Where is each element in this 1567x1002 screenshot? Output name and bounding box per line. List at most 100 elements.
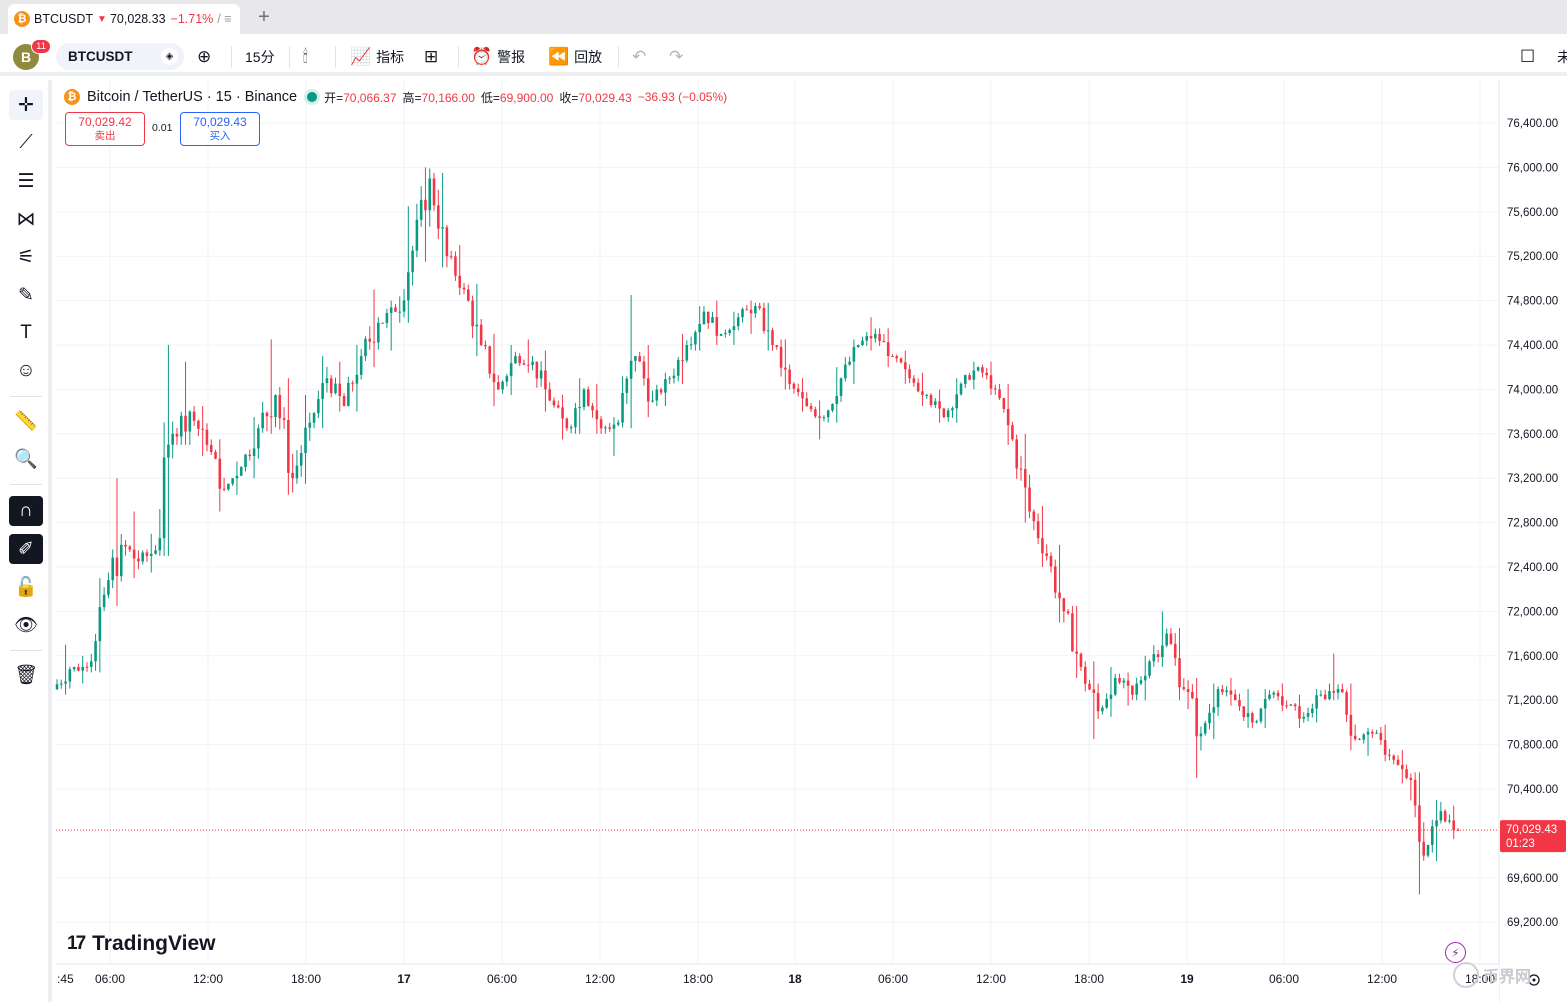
forecast-tool[interactable]: ⚟ <box>9 242 43 272</box>
zoom-tool[interactable]: 🔍 <box>9 444 43 474</box>
candle <box>629 295 633 429</box>
candle-body <box>304 427 307 454</box>
compare-add-symbol-button[interactable]: ⊕ <box>197 44 216 70</box>
candle-body <box>1105 698 1108 708</box>
candle <box>968 373 971 381</box>
candle <box>1066 609 1070 615</box>
candle <box>102 587 106 612</box>
lock-all-toggle[interactable]: 🔓 <box>9 572 43 602</box>
candle <box>342 393 346 407</box>
fib-tool[interactable]: ☰ <box>9 166 43 196</box>
candle-body <box>1392 755 1396 760</box>
candle-body <box>351 382 354 384</box>
candle-body <box>676 360 680 376</box>
magnet-icon: ∩ <box>19 500 33 521</box>
price-tick-label: 74,400.00 <box>1507 340 1558 352</box>
candle <box>1371 729 1374 738</box>
interval-button[interactable]: 15分 <box>245 44 275 70</box>
lightning-icon[interactable]: ⚡ <box>1445 942 1466 963</box>
brush-tool[interactable]: ✎ <box>9 280 43 310</box>
alert-button[interactable]: ⏰ 警报 <box>471 44 525 70</box>
candle-body <box>1178 658 1181 688</box>
candle-body <box>1216 689 1220 708</box>
candle-body <box>248 454 252 457</box>
replay-button[interactable]: ⏪ 回放 <box>548 44 602 70</box>
candle-body <box>1135 683 1138 695</box>
candle <box>1041 505 1044 567</box>
forecast-icon: ⚟ <box>17 246 35 268</box>
time-tick-label: 12:00 <box>1367 972 1397 986</box>
new-tab-button[interactable]: + <box>258 5 270 28</box>
tradingview-logo[interactable]: 17 TradingView <box>67 932 215 956</box>
candle <box>94 633 97 671</box>
notification-badge[interactable]: 11 <box>31 39 51 54</box>
trend-line-tool[interactable]: ⟋ <box>9 128 43 158</box>
price-tick-label: 73,200.00 <box>1507 473 1558 485</box>
axis-settings-icon[interactable] <box>1528 974 1540 986</box>
series-title[interactable]: Bitcoin / TetherUS · 15 · Binance <box>87 89 298 105</box>
candle <box>432 172 436 211</box>
candle <box>561 394 564 440</box>
candle <box>1053 559 1057 599</box>
candle-body <box>848 361 851 365</box>
candle-body <box>1088 683 1091 690</box>
candle <box>1109 666 1113 717</box>
candle-body <box>1422 841 1426 856</box>
browser-tab[interactable]: ₿ BTCUSDT ▼ 70,028.33 −1.71% / ≡ <box>8 4 240 34</box>
layout-name[interactable]: 未 <box>1557 44 1567 70</box>
layout-menu-button[interactable]: ☐ <box>1520 44 1540 70</box>
candle <box>706 311 710 329</box>
pattern-tool[interactable]: ⋈ <box>9 204 43 234</box>
buy-button[interactable]: 70,029.43 买入 <box>180 112 260 146</box>
candle-body <box>342 396 346 407</box>
candle-body <box>608 427 611 429</box>
candle <box>904 350 907 384</box>
ruler-icon: 📏 <box>14 411 38 432</box>
candle-body <box>771 330 774 345</box>
magnet-toggle[interactable]: ∩ <box>9 496 43 526</box>
candle <box>1443 809 1447 823</box>
candle <box>1413 772 1417 818</box>
candle-body <box>1448 820 1451 822</box>
candle-body <box>1032 511 1036 522</box>
symbol-search-button[interactable]: BTCUSDT ◈ <box>56 43 184 70</box>
candle-body <box>1259 708 1263 722</box>
candle-body <box>1379 732 1383 741</box>
lock-drawing-toggle[interactable]: ✐ <box>9 534 43 564</box>
candle-body <box>1388 754 1391 756</box>
price-axis[interactable]: 76,400.00 76,000.00 75,600.00 75,200.00 74,8… <box>1507 118 1558 929</box>
candle <box>287 378 290 495</box>
candle-body <box>419 199 423 220</box>
candle-body <box>1118 678 1121 683</box>
crosshair-tool[interactable]: ✛ <box>9 90 43 120</box>
candle-body <box>1066 611 1070 614</box>
hide-drawings-toggle[interactable]: 👁 <box>9 610 43 640</box>
indicators-button[interactable]: 📈 指标 <box>350 44 404 70</box>
layouts-button[interactable]: ⊞ <box>424 44 443 70</box>
candle <box>736 313 740 331</box>
candle-body <box>402 300 406 312</box>
time-axis[interactable]: :45 06:00 12:00 18:00 17 06:00 12:00 18:00 18 06:… <box>57 972 1495 986</box>
candle <box>1259 708 1263 724</box>
text-tool[interactable]: T <box>9 318 43 348</box>
emoji-tool[interactable]: ☺ <box>9 356 43 386</box>
candle <box>818 400 821 440</box>
chart-type-button[interactable]: 🕯 <box>303 44 313 70</box>
undo-button[interactable]: ↶ <box>632 44 651 70</box>
candle <box>501 380 504 394</box>
candle-body <box>698 324 701 333</box>
candle <box>925 393 929 399</box>
candle-body <box>801 392 804 399</box>
candle-body <box>1405 769 1408 778</box>
candle-body <box>492 373 496 383</box>
candle-body <box>1036 521 1040 539</box>
redo-button[interactable]: ↷ <box>669 44 688 70</box>
remove-drawings-button[interactable]: 🗑 <box>9 660 43 690</box>
candle-body <box>715 317 719 336</box>
measure-tool[interactable]: 📏 <box>9 406 43 436</box>
candle <box>848 356 851 366</box>
sell-button[interactable]: 70,029.42 卖出 <box>65 112 145 146</box>
sell-price: 70,029.42 <box>78 115 132 129</box>
candle-body <box>149 553 153 556</box>
